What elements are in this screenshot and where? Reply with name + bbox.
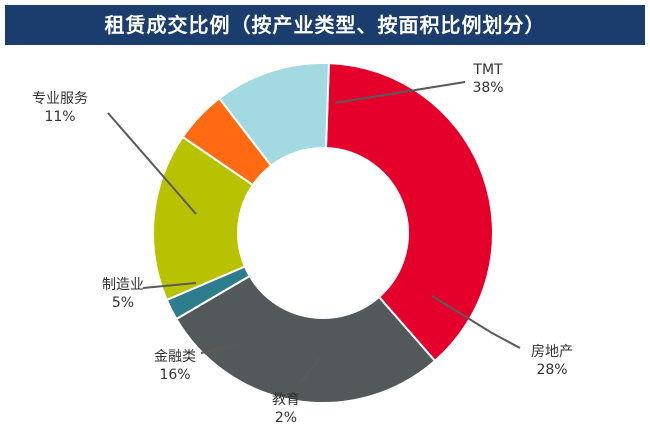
slice-5 [217, 62, 330, 168]
leader-line-2 [299, 357, 321, 384]
leader-line-3 [200, 344, 239, 354]
chart-title: 租赁成交比例（按产业类型、按面积比例划分） [104, 13, 546, 37]
slice-1 [175, 274, 437, 404]
slice-label-5: 专业服务 [32, 91, 88, 107]
slice-0 [324, 62, 494, 363]
slice-value-3: 16% [159, 367, 190, 383]
slice-value-0: 38% [472, 80, 503, 96]
slice-label-3: 金融类 [154, 349, 196, 365]
slice-value-2: 2% [275, 410, 297, 426]
slice-value-4: 5% [112, 295, 134, 311]
slice-label-0: TMT [472, 62, 503, 78]
slice-label-1: 房地产 [531, 344, 573, 360]
slice-label-4: 制造业 [102, 277, 144, 293]
title-bar: 租赁成交比例（按产业类型、按面积比例划分） [5, 5, 645, 45]
slice-value-1: 28% [536, 362, 567, 378]
leader-line-1 [431, 295, 521, 349]
slice-label-2: 教育 [272, 392, 300, 408]
leader-line-0 [334, 81, 466, 104]
leader-line-4 [142, 282, 197, 289]
slice-value-5: 11% [44, 109, 75, 125]
leader-line-5 [107, 112, 197, 215]
